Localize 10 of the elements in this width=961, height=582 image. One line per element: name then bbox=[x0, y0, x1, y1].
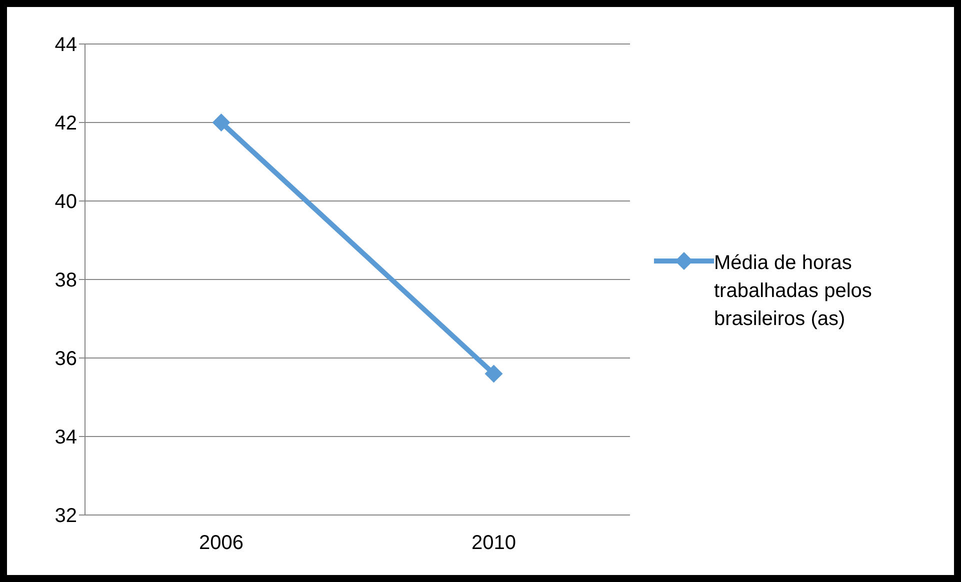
y-tick-label: 34 bbox=[54, 426, 77, 449]
y-tick-label: 32 bbox=[54, 505, 77, 528]
legend-label: Média de horas trabalhadas pelos brasileiros (as) bbox=[714, 251, 873, 332]
y-tick-label: 44 bbox=[54, 34, 77, 56]
x-tick-label: 2006 bbox=[199, 532, 244, 554]
x-tick-label: 2010 bbox=[472, 532, 516, 554]
y-tick-label: 38 bbox=[54, 270, 77, 292]
y-tick-label: 40 bbox=[54, 191, 77, 214]
y-tick-label: 42 bbox=[54, 112, 77, 135]
y-tick-label: 36 bbox=[54, 348, 77, 370]
